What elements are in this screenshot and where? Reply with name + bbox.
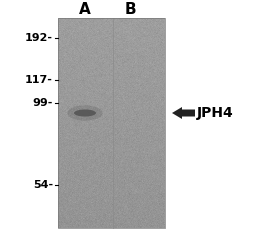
Ellipse shape [74,109,96,116]
Text: 117-: 117- [25,75,53,85]
Text: B: B [124,3,136,18]
Text: 192-: 192- [25,33,53,43]
Ellipse shape [67,105,103,121]
Text: 99-: 99- [33,98,53,108]
Text: A: A [79,3,91,18]
Text: JPH4: JPH4 [197,106,234,120]
Bar [58,18,165,228]
Text: 54-: 54- [33,180,53,190]
FancyArrow shape [172,107,195,119]
